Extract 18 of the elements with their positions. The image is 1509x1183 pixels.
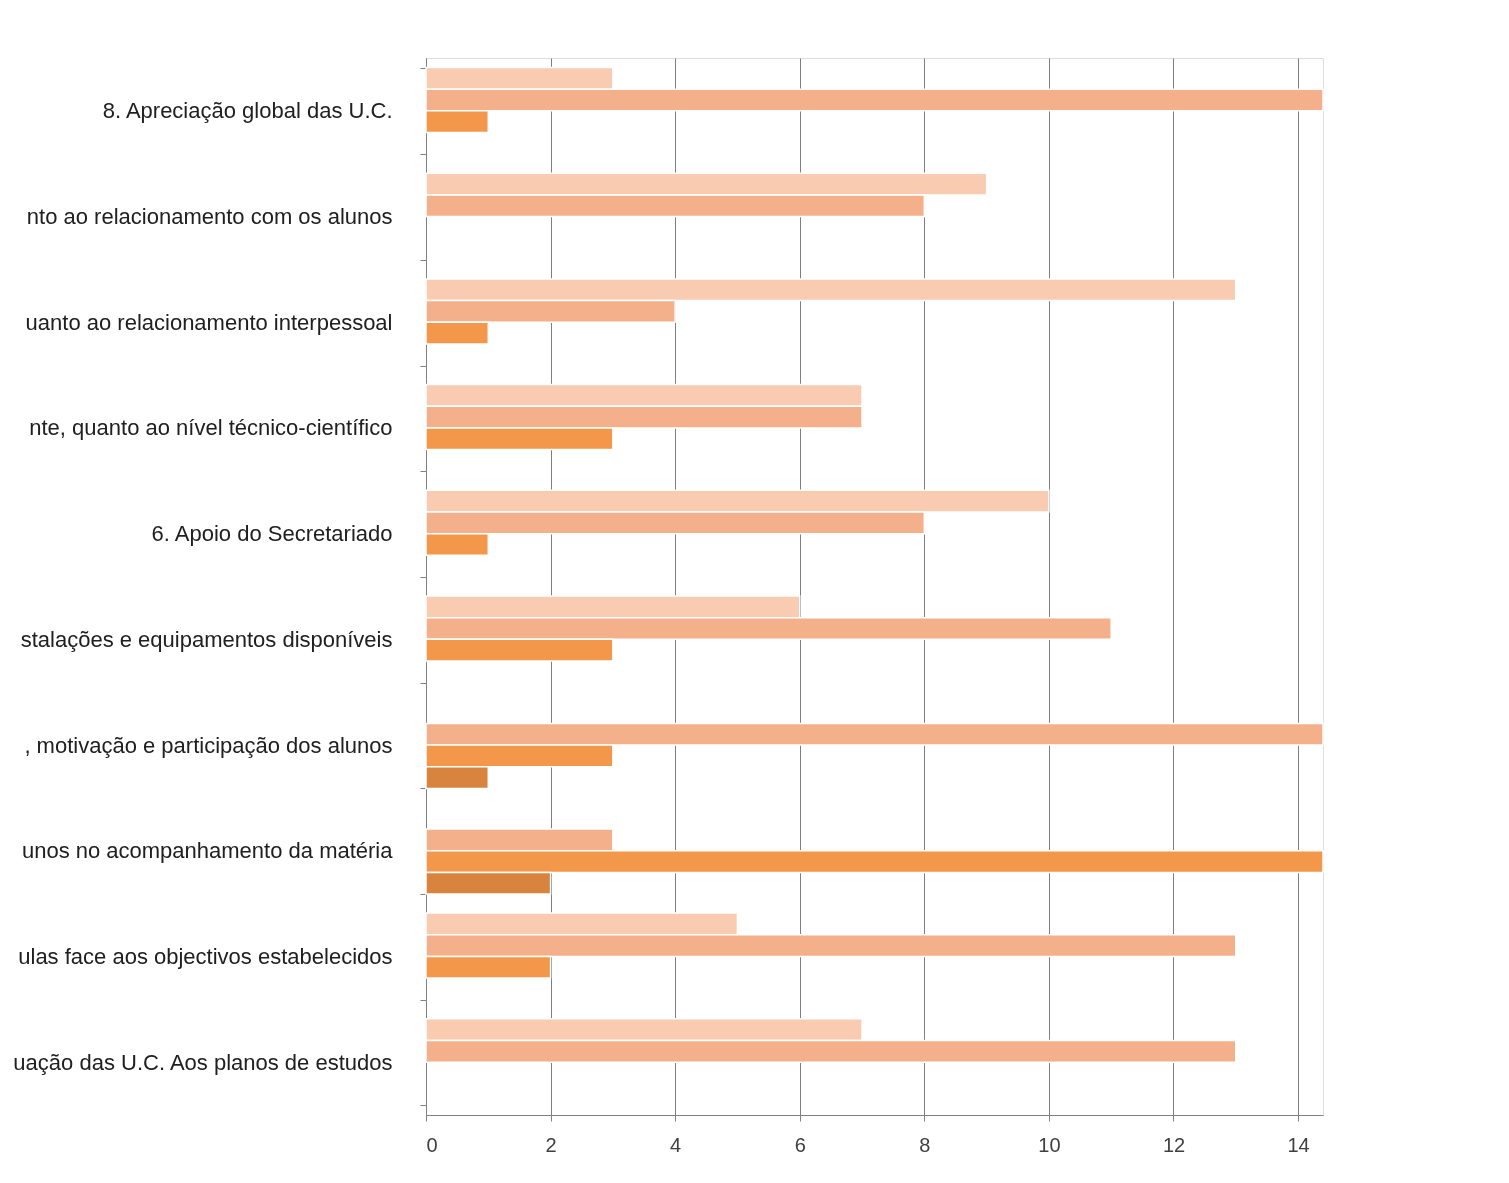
- y-tick-label: stalações e equipamentos disponíveis: [20, 626, 393, 652]
- y-tick-label: 6. Apoio do Secretariado: [151, 521, 393, 547]
- y-tick-label: ulas face aos objectivos estabelecidos: [18, 943, 393, 969]
- x-tick-label: 12: [1162, 1133, 1186, 1156]
- x-tick-label: 6: [794, 1133, 806, 1156]
- x-tick-label: 0: [426, 1133, 438, 1156]
- y-tick-label: nto ao relacionamento com os alunos: [26, 204, 393, 230]
- y-tick-label: unos no acompanhamento da matéria: [21, 838, 394, 864]
- x-tick-label: 14: [1287, 1133, 1310, 1156]
- y-tick-label: nte, quanto ao nível técnico-científico: [29, 415, 393, 441]
- y-tick-label: 8. Apreciação global das U.C.: [102, 98, 393, 124]
- y-tick-label: uanto ao relacionamento interpessoal: [25, 309, 393, 335]
- x-tick-label: 8: [919, 1133, 931, 1156]
- y-tick-label: uação das U.C. Aos planos de estudos: [13, 1049, 393, 1075]
- y-tick-label: , motivação e participação dos alunos: [24, 732, 393, 758]
- x-tick-label: 4: [670, 1133, 682, 1156]
- x-tick-label: 2: [545, 1133, 557, 1156]
- x-tick-label: 10: [1038, 1133, 1061, 1156]
